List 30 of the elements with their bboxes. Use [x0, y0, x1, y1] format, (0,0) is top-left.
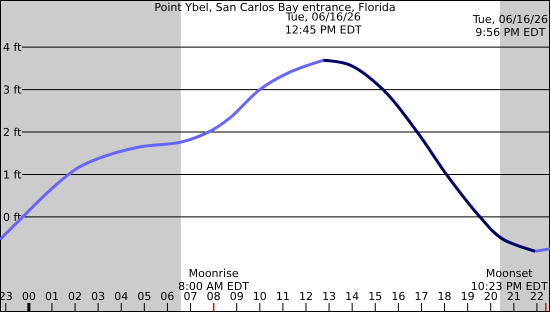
x-tick-label: 12 [298, 290, 313, 303]
x-tick-label: 16 [391, 290, 406, 303]
y-tick-label: 4 ft [3, 40, 22, 54]
annotation: Moonrise 8:00 AM EDT [178, 267, 250, 293]
x-tick-label: 05 [137, 290, 152, 303]
x-tick-label: 00 [22, 290, 36, 303]
x-tick-label: 21 [506, 290, 521, 303]
x-tick-label: 20 [484, 290, 498, 303]
x-tick-label: 06 [160, 290, 174, 303]
x-tick-label: 14 [345, 290, 360, 303]
x-tick-label: 02 [68, 290, 82, 303]
y-tick-label: 2 ft [3, 126, 22, 139]
x-tick-label: 07 [184, 290, 198, 303]
x-tick-label: 03 [91, 290, 106, 303]
x-tick-label: 15 [368, 290, 382, 303]
x-tick-label: 18 [438, 290, 452, 303]
x-tick-label: 10 [252, 290, 267, 303]
x-tick-label: 13 [322, 290, 336, 303]
x-tick-label: 04 [114, 290, 128, 303]
x-tick-label: 19 [460, 290, 475, 303]
x-tick-label: 22 [530, 290, 544, 303]
annotation: Tue, 06/16/26 9:56 PM EDT [472, 13, 548, 39]
y-tick-label: 1 ft [3, 168, 22, 182]
y-tick-label: 3 ft [3, 83, 22, 96]
x-tick-label: 01 [44, 290, 59, 303]
x-tick-label: 11 [276, 290, 290, 303]
x-tick-label: 17 [414, 290, 428, 303]
annotation: Moonset 10:23 PM EDT [470, 267, 548, 293]
x-tick-label: 09 [230, 290, 244, 303]
x-tick-label: 08 [206, 290, 221, 303]
